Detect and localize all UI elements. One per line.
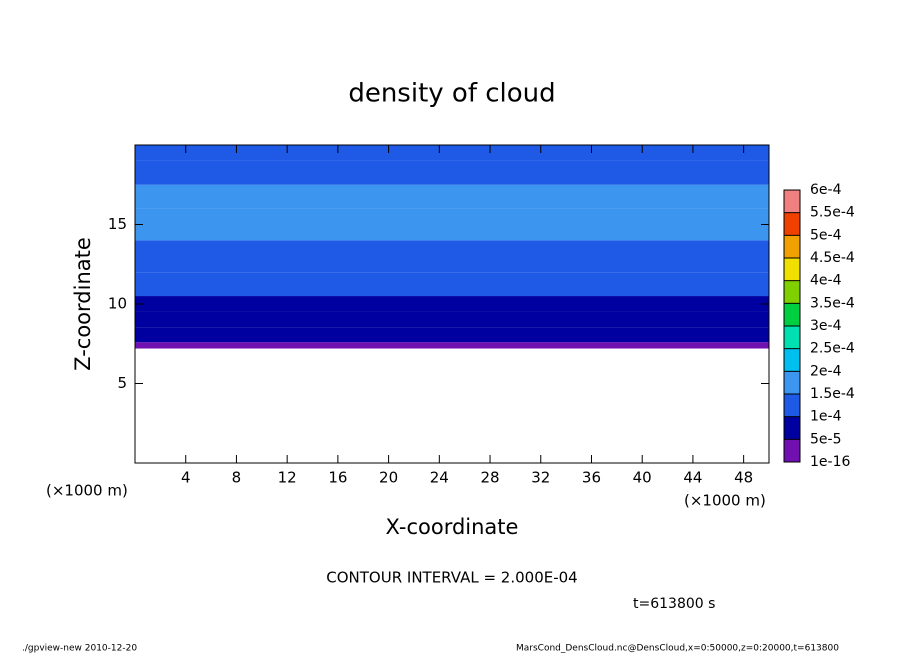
footer-right: MarsCond_DensCloud.nc@DensCloud,x=0:5000… (516, 644, 839, 654)
x-unit-label: (×1000 m) (46, 482, 128, 500)
density-band (135, 272, 769, 297)
x-tick-label: 4 (181, 469, 191, 487)
x-tick-label: 48 (734, 469, 753, 487)
colorbar-box (784, 235, 800, 258)
colorbar-unit-label: (×1000 m) (684, 492, 766, 510)
colorbar-label: 4e-4 (810, 273, 842, 289)
colorbar-box (784, 326, 800, 349)
x-tick-label: 40 (633, 469, 652, 487)
colorbar-box (784, 348, 800, 372)
chart-title: density of cloud (348, 79, 555, 109)
density-band (135, 296, 769, 312)
colorbar-box (784, 190, 800, 213)
y-axis-label: Z-coordinate (71, 237, 95, 371)
x-tick-label: 12 (278, 469, 297, 487)
y-tick-label: 5 (117, 374, 127, 392)
footer-left: ./gpview-new 2010-12-20 (22, 644, 137, 654)
colorbar-label: 6e-4 (810, 182, 842, 198)
colorbar-box (784, 439, 800, 462)
density-band (135, 184, 769, 209)
colorbar-box (784, 280, 800, 304)
contour-interval: CONTOUR INTERVAL = 2.000E-04 (326, 569, 577, 587)
x-tick-label: 20 (379, 469, 398, 487)
y-tick-label: 15 (108, 215, 127, 233)
colorbar-box (784, 371, 800, 394)
density-band (135, 342, 769, 349)
colorbar-label: 5.5e-4 (810, 205, 855, 221)
colorbar-label: 1.5e-4 (810, 386, 855, 402)
colorbar-box (784, 303, 800, 326)
x-tick-label: 8 (232, 469, 242, 487)
colorbar-label: 3e-4 (810, 318, 842, 334)
x-tick-label: 44 (683, 469, 702, 487)
density-band (135, 208, 769, 241)
x-axis-label: X-coordinate (386, 515, 519, 539)
colorbar-label: 5e-4 (810, 227, 842, 243)
density-band (135, 145, 769, 161)
density-band (135, 240, 769, 273)
colorbar-box (784, 416, 800, 440)
colorbar-label: 2e-4 (810, 363, 842, 379)
colorbar-box (784, 212, 800, 236)
colorbar-label: 5e-5 (810, 431, 841, 447)
colorbar-label: 2.5e-4 (810, 341, 855, 357)
x-tick-label: 36 (582, 469, 601, 487)
colorbar-box (784, 394, 800, 417)
colorbar-label: 3.5e-4 (810, 295, 855, 311)
x-tick-label: 32 (531, 469, 550, 487)
colorbar-label: 1e-4 (810, 409, 842, 425)
density-band (135, 327, 769, 343)
colorbar-box (784, 258, 800, 281)
x-tick-label: 16 (328, 469, 347, 487)
y-tick-label: 10 (108, 295, 127, 313)
colorbar-label: 1e-16 (810, 454, 850, 470)
colorbar-label: 4.5e-4 (810, 250, 855, 266)
density-band (135, 311, 769, 328)
time-label: t=613800 s (633, 596, 715, 612)
density-band (135, 160, 769, 185)
x-tick-label: 28 (480, 469, 499, 487)
x-tick-label: 24 (430, 469, 449, 487)
